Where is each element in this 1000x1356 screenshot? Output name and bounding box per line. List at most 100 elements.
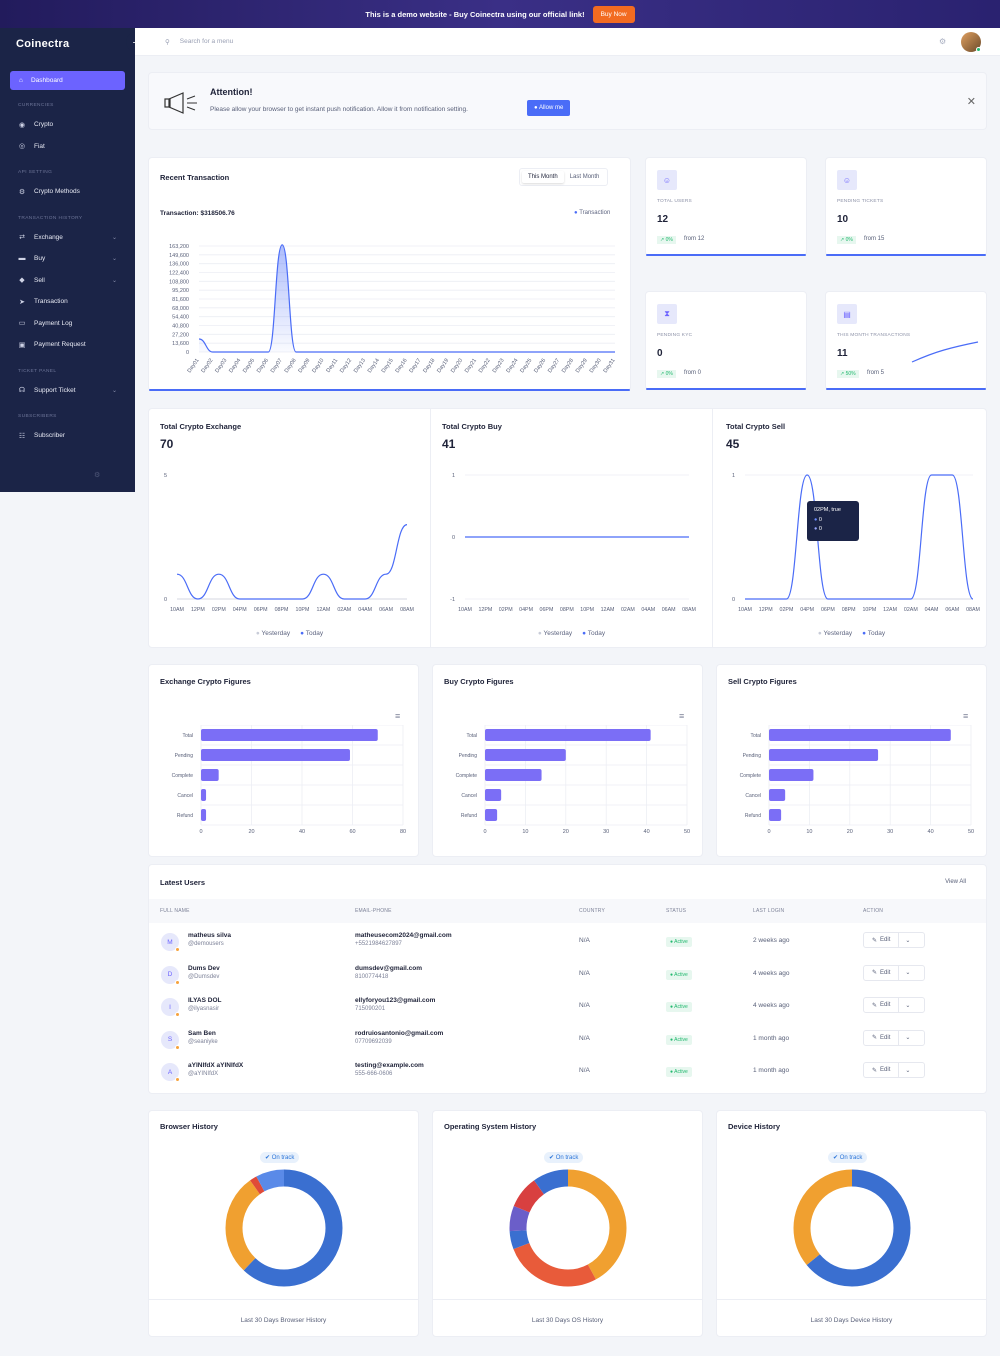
attention-alert: Attention! Please allow your browser to …: [148, 72, 987, 130]
sidebar-section-title: API SETTING: [18, 170, 53, 175]
chevron-down-icon[interactable]: ⌄: [905, 937, 911, 944]
user-handle: @Dumsdev: [188, 973, 220, 980]
x-tick-label: 50: [968, 829, 974, 835]
sidebar-item-sell[interactable]: ◆ Sell ⌄: [10, 270, 125, 292]
sidebar-section-title: TICKET PANEL: [18, 368, 57, 374]
attention-title: Attention!: [210, 87, 253, 97]
history-card: Device History ✔ On track Last 30 Days Dev…: [716, 1110, 987, 1337]
edit-button[interactable]: ✎ Edit: [864, 998, 900, 1012]
tab-this-month[interactable]: This Month: [522, 171, 564, 183]
chart-legend: ● Yesterday ● Today: [431, 630, 712, 637]
x-tick-label: 06PM: [540, 607, 554, 613]
y-tick-label: 0: [452, 535, 455, 541]
x-tick-label: 04AM: [925, 607, 939, 613]
edit-button[interactable]: ✎ Edit: [864, 933, 900, 947]
legend-dot-today: ●: [862, 630, 868, 637]
legend-yesterday: Yesterday: [543, 630, 573, 637]
y-tick-label: 54,400: [172, 315, 189, 321]
trend-icon: ↗: [840, 237, 846, 243]
sidebar-item-buy[interactable]: ▬ Buy ⌄: [10, 248, 125, 270]
legend-dot: ●: [574, 210, 578, 216]
sidebar-item-crypto-methods[interactable]: ⚙ Crypto Methods: [10, 181, 125, 203]
menu-icon[interactable]: ≡: [963, 711, 969, 721]
x-tick-label: Day07: [270, 358, 284, 374]
sidebar-item-crypto[interactable]: ◉ Crypto: [10, 114, 125, 136]
category-label: Complete: [456, 773, 478, 779]
figures-card: Buy Crypto Figures ≡ 0 10 20 30 40 50 Total Pendi…: [432, 664, 703, 857]
chevron-down-icon[interactable]: ⌄: [905, 1067, 911, 1074]
edit-button[interactable]: ✎ Edit: [864, 1030, 900, 1045]
x-tick-label: Day17: [408, 358, 422, 374]
category-label: Total: [466, 733, 477, 739]
sidebar-item-label: Exchange: [34, 233, 63, 241]
status-label: Active: [674, 1069, 688, 1075]
chevron-down-icon[interactable]: ⌄: [905, 1035, 911, 1041]
exchange-icon: ⇄: [19, 234, 25, 242]
search-input[interactable]: Search for a menu: [179, 38, 234, 45]
edit-button-group: ✎ Edit ⌄: [863, 932, 925, 948]
x-tick-label: 10AM: [738, 607, 752, 613]
x-tick-label: 12AM: [883, 607, 897, 613]
sidebar-item-exchange[interactable]: ⇄ Exchange ⌄: [10, 227, 125, 249]
category-label: Total: [182, 733, 193, 739]
close-icon[interactable]: ✕: [966, 96, 976, 108]
x-tick-label: Day22: [478, 358, 492, 374]
buy-now-button[interactable]: Buy Now: [592, 5, 635, 23]
history-caption: Last 30 Days Browser History: [240, 1317, 327, 1324]
edit-button[interactable]: ✎ Edit: [864, 1063, 900, 1077]
gear-icon[interactable]: ⚙: [939, 37, 947, 46]
menu-icon[interactable]: ≡: [395, 711, 401, 721]
gears-icon: ⚙: [18, 188, 26, 196]
view-all-link[interactable]: View All: [945, 879, 966, 885]
chevron-down-icon[interactable]: ⌄: [905, 970, 911, 976]
status-label: Active: [674, 939, 688, 945]
history-caption: Last 30 Days Device History: [810, 1317, 893, 1324]
sidebar-item-dashboard[interactable]: ⌂ Dashboard: [10, 71, 125, 90]
sidebar-item-fiat[interactable]: ◎ Fiat: [10, 136, 125, 158]
tab-last-month[interactable]: Last Month: [569, 174, 600, 180]
status-badge: ● Active: [666, 1002, 692, 1012]
chart-legend: ● Transaction: [574, 210, 610, 216]
category-label: Pending: [175, 753, 194, 759]
x-tick-label: Day24: [506, 358, 520, 374]
megaphone-icon: [164, 92, 197, 114]
y-tick-label: 149,600: [169, 253, 189, 259]
tooltip-value: 0: [818, 526, 822, 532]
stat-value: 10: [837, 214, 849, 225]
x-tick-label: 02PM: [780, 607, 794, 613]
last-login: 2 weeks ago: [753, 937, 790, 944]
sidebar-item-payment-request[interactable]: ▣ Payment Request: [10, 334, 125, 356]
x-tick-label: 12PM: [191, 607, 205, 613]
sidebar-item-support-ticket[interactable]: ☊ Support Ticket ⌄: [10, 380, 125, 402]
status-dot-icon: ●: [670, 1069, 675, 1075]
bar-total: [769, 729, 951, 741]
settings-icon[interactable]: ⚙: [94, 472, 101, 479]
sidebar-item-payment-log[interactable]: ▭ Payment Log: [10, 313, 125, 335]
recent-transaction-card: Recent Transaction This Month Last Month…: [148, 157, 631, 391]
x-tick-label: 08PM: [842, 607, 856, 613]
x-tick-label: 04PM: [233, 607, 247, 613]
chevron-down-icon[interactable]: ⌄: [905, 1002, 911, 1009]
stat-percent-value: 50%: [845, 371, 856, 377]
y-tick-label: -1: [450, 597, 455, 603]
stat-label: THIS MONTH TRANSACTIONS: [837, 333, 911, 338]
menu-icon[interactable]: ≡: [679, 711, 685, 721]
x-tick-label: Day30: [589, 358, 603, 374]
allow-me-button[interactable]: ● Allow me: [527, 100, 571, 116]
edit-label: Edit: [880, 1002, 891, 1008]
status-dot: [175, 1044, 180, 1050]
sidebar-item-subscriber[interactable]: ☷ Subscriber: [10, 425, 125, 447]
app-logo[interactable]: Coinectra: [16, 38, 70, 50]
stat-card: ☺ PENDING TICKETS 10 ↗ 0% from 15: [825, 157, 987, 256]
stat-from: from 12: [684, 236, 705, 242]
avatar: D: [161, 965, 179, 984]
category-label: Refund: [461, 813, 477, 819]
sidebar-item-transaction[interactable]: ➤ Transaction: [10, 291, 125, 313]
search-bar[interactable]: ⚲ Search for a menu: [165, 38, 233, 46]
on-track-badge: ✔ On track: [260, 1152, 300, 1163]
y-tick-label: 27,200: [172, 332, 189, 338]
sidebar-section-title: SUBSCRIBERS: [18, 414, 57, 419]
latest-users-card: Latest Users View All FULL NAME EMAIL-PHO…: [148, 864, 987, 1094]
edit-button[interactable]: ✎ Edit: [864, 965, 900, 980]
